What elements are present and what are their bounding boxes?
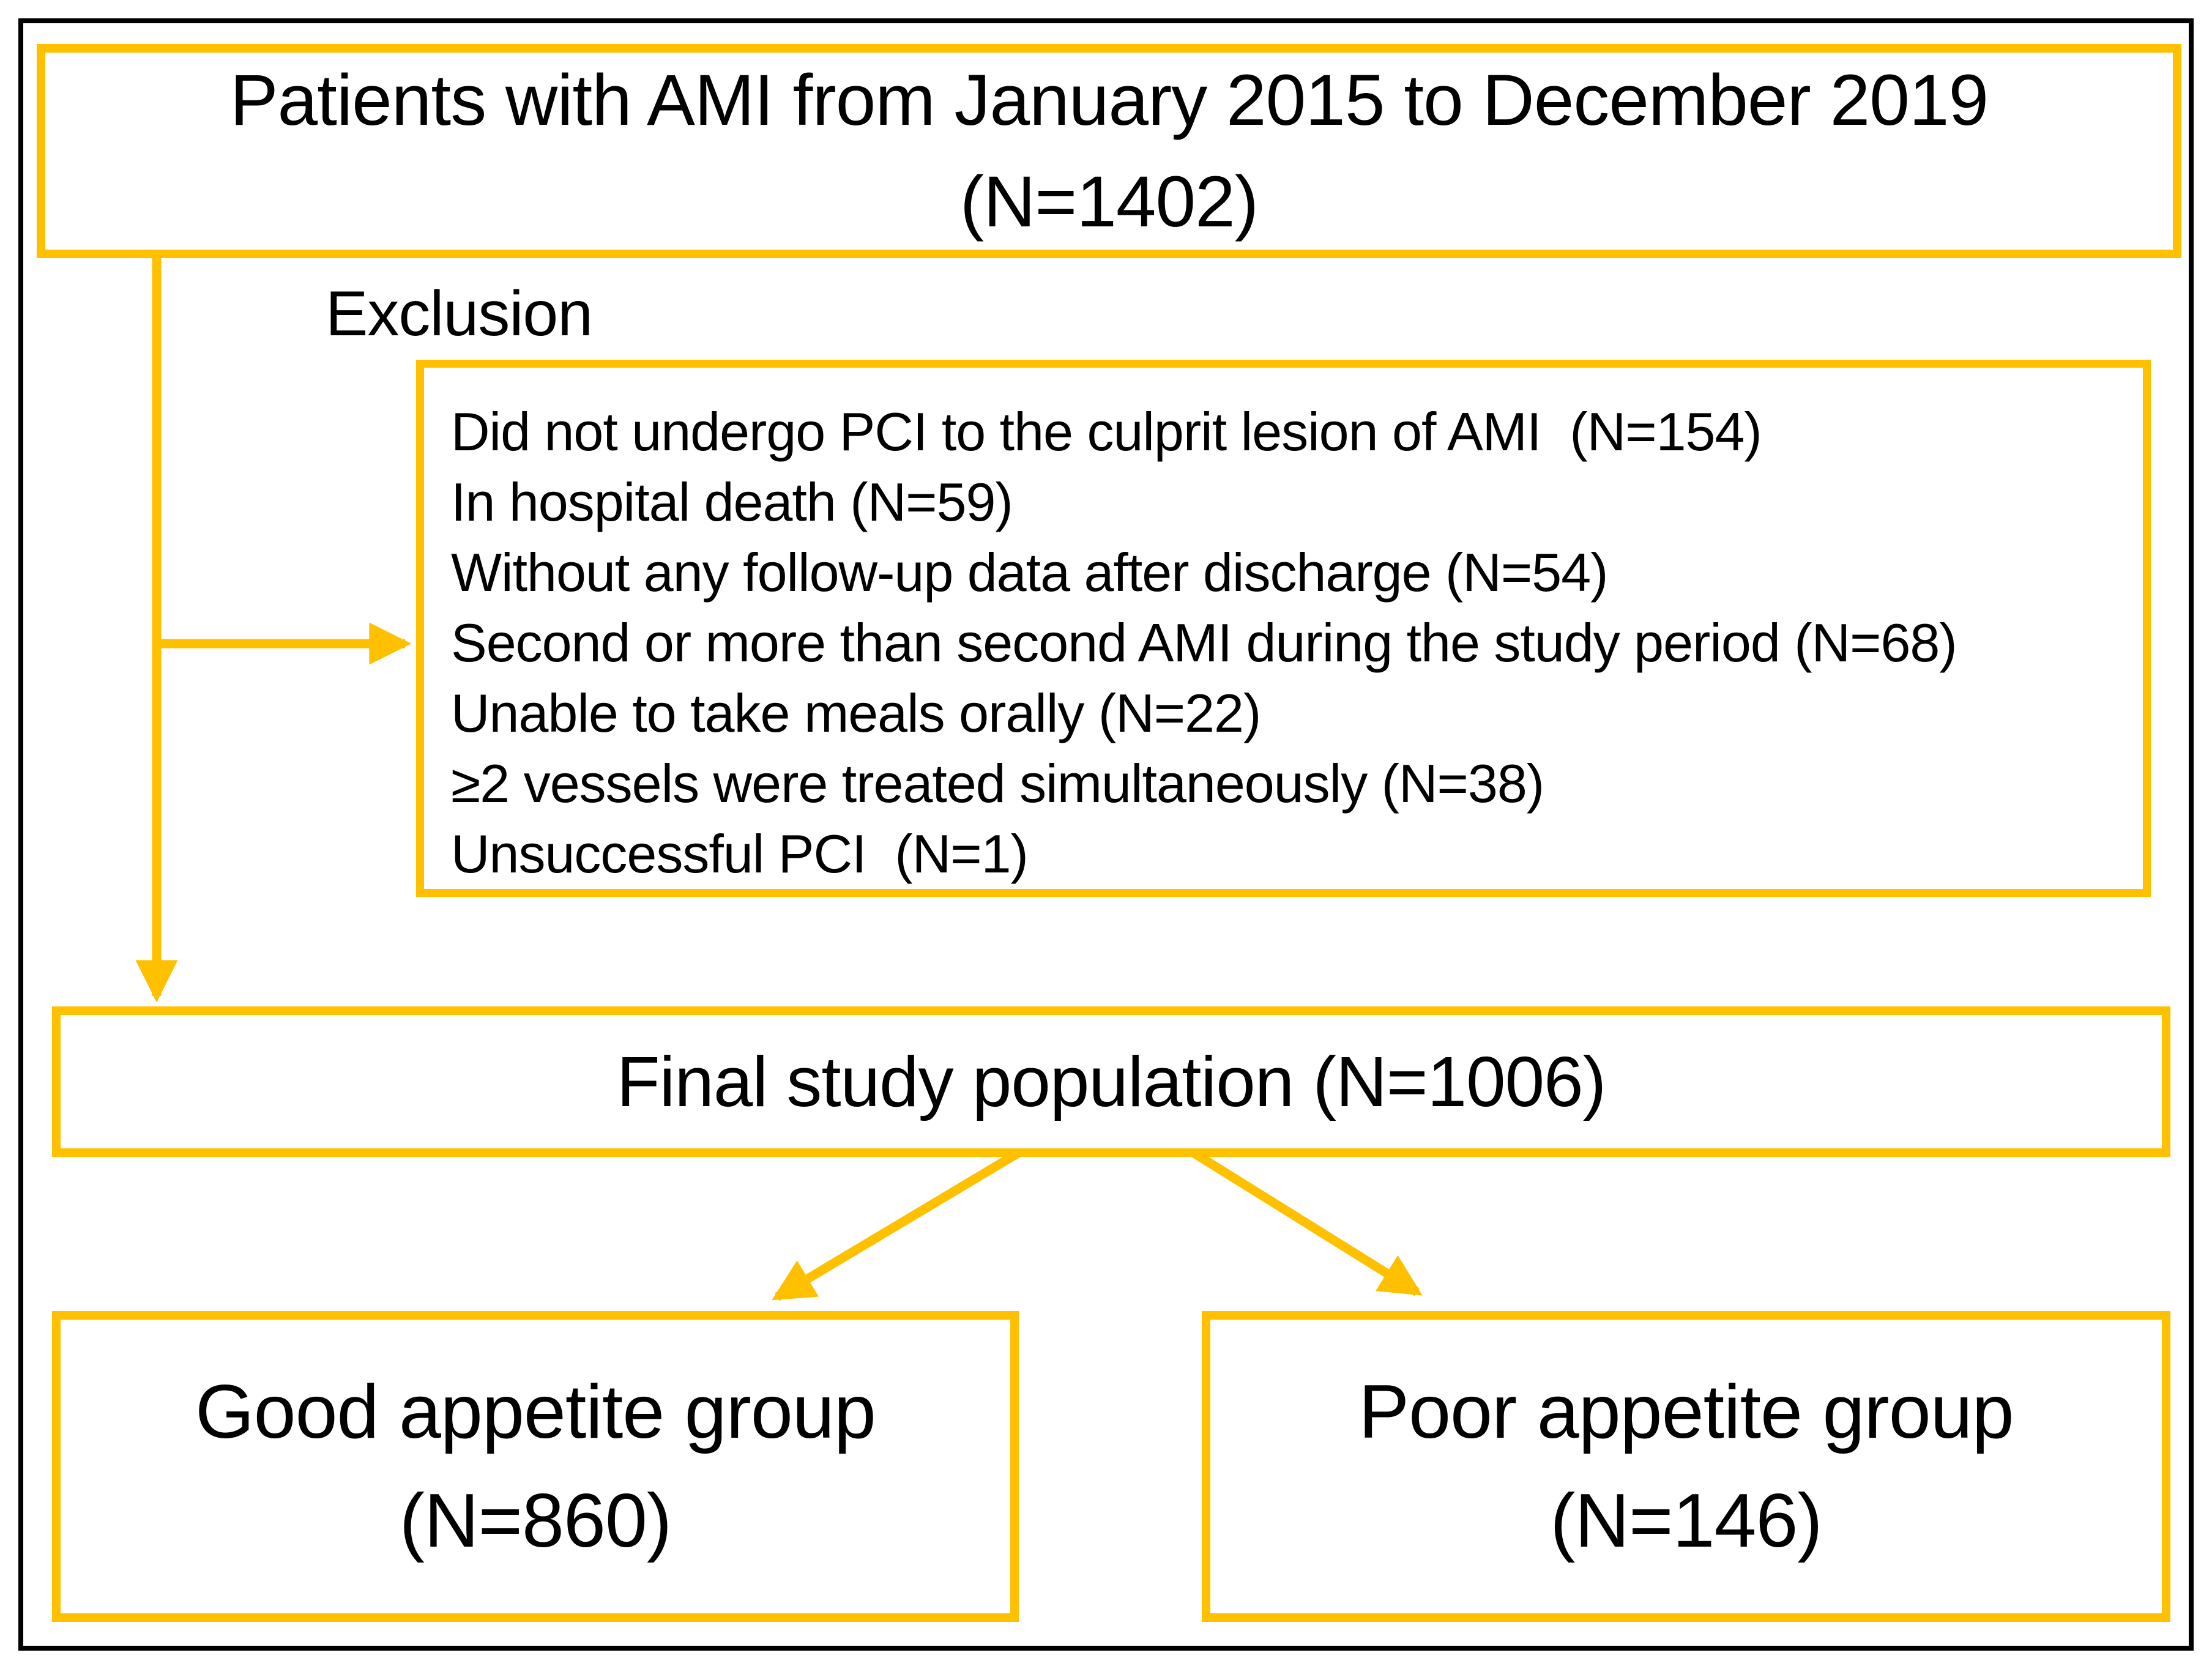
final-population-box: Final study population (N=1006) (52, 1006, 2170, 1157)
good-appetite-box: Good appetite group (N=860) (52, 1311, 1019, 1622)
good-appetite-count: (N=860) (399, 1479, 672, 1563)
exclusion-item: ≥2 vessels were treated simultaneously (… (451, 753, 1544, 814)
poor-appetite-count: (N=146) (1550, 1479, 1822, 1563)
exclusion-label: Exclusion (326, 278, 593, 349)
exclusion-item: Did not undergo PCI to the culprit lesio… (451, 401, 1762, 462)
ami-population-count: (N=1402) (959, 162, 1259, 242)
outer-frame (18, 18, 2194, 1651)
good-appetite-title: Good appetite group (195, 1370, 876, 1454)
exclusion-item: Unsuccessful PCI (N=1) (451, 823, 1029, 884)
poor-appetite-box: Poor appetite group (N=146) (1202, 1311, 2170, 1622)
exclusion-item: Unable to take meals orally (N=22) (451, 683, 1261, 743)
exclusion-item: Second or more than second AMI during th… (451, 612, 1957, 673)
exclusion-item: In hospital death (N=59) (451, 472, 1013, 532)
exclusion-criteria-box: Did not undergo PCI to the culprit lesio… (416, 360, 2151, 897)
ami-population-box: Patients with AMI from January 2015 to D… (37, 44, 2181, 258)
exclusion-item: Without any follow-up data after dischar… (451, 542, 1608, 603)
final-population-label: Final study population (N=1006) (616, 1042, 1607, 1121)
poor-appetite-title: Poor appetite group (1358, 1370, 2014, 1454)
ami-population-title: Patients with AMI from January 2015 to D… (229, 60, 1989, 141)
